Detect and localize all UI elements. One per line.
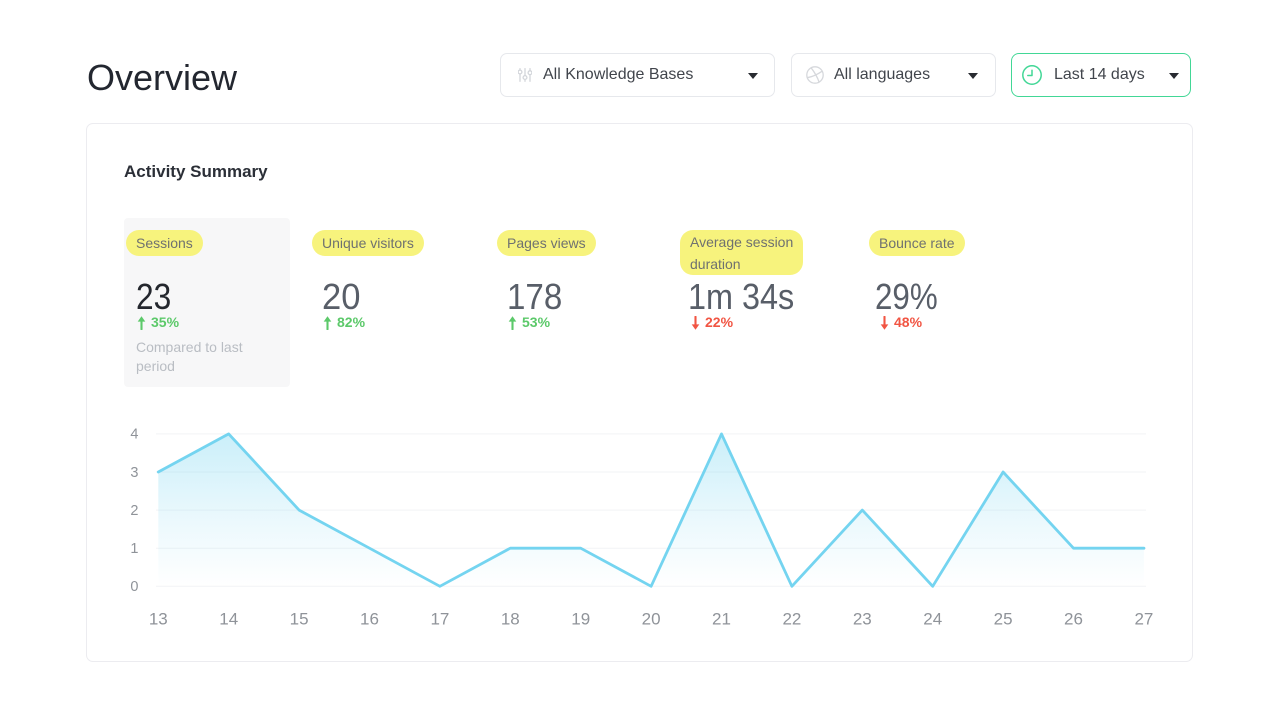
svg-text:18: 18 (501, 610, 520, 629)
svg-text:14: 14 (219, 610, 238, 629)
svg-text:13: 13 (149, 610, 168, 629)
svg-text:0: 0 (130, 579, 138, 595)
svg-text:1: 1 (130, 541, 138, 557)
svg-text:25: 25 (994, 610, 1013, 629)
svg-text:22: 22 (782, 610, 801, 629)
svg-text:23: 23 (853, 610, 872, 629)
svg-text:2: 2 (130, 503, 138, 519)
svg-text:27: 27 (1134, 610, 1153, 629)
svg-text:15: 15 (290, 610, 309, 629)
svg-text:24: 24 (923, 610, 942, 629)
svg-text:4: 4 (130, 427, 138, 443)
svg-text:3: 3 (130, 465, 138, 481)
svg-text:26: 26 (1064, 610, 1083, 629)
svg-text:17: 17 (430, 610, 449, 629)
svg-text:16: 16 (360, 610, 379, 629)
svg-text:20: 20 (642, 610, 661, 629)
svg-text:21: 21 (712, 610, 731, 629)
svg-text:19: 19 (571, 610, 590, 629)
